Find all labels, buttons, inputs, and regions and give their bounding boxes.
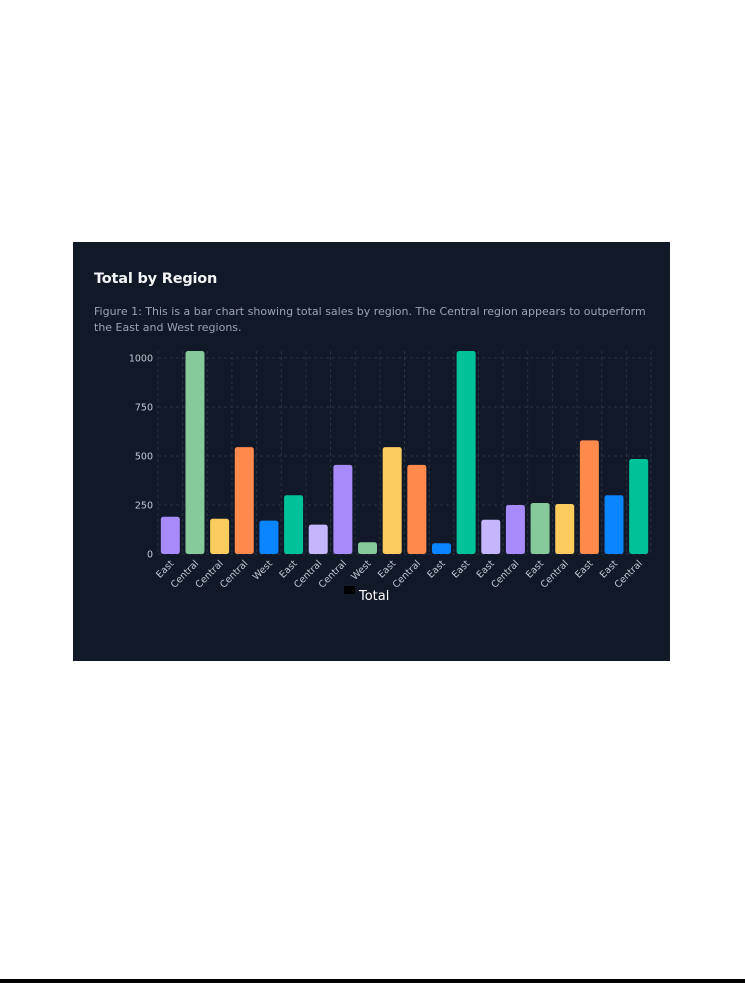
y-tick-label: 750 xyxy=(135,403,153,414)
x-tick-label: Central xyxy=(391,558,423,590)
bar xyxy=(505,505,525,554)
x-tick-label: Central xyxy=(489,558,521,590)
bar xyxy=(530,503,550,554)
legend-swatch xyxy=(344,586,355,594)
bar xyxy=(185,351,205,554)
x-tick-label: East xyxy=(573,558,595,580)
bar xyxy=(555,504,575,554)
bar xyxy=(284,495,304,554)
legend-label: Total xyxy=(358,589,389,604)
y-tick-label: 0 xyxy=(147,550,153,561)
bar xyxy=(579,440,599,554)
x-tick-label: West xyxy=(349,558,373,582)
bar xyxy=(333,464,353,554)
bar xyxy=(456,351,476,554)
bar xyxy=(407,464,427,554)
y-tick-label: 250 xyxy=(135,501,153,512)
bar xyxy=(160,516,180,554)
page-bottom-border xyxy=(0,979,745,983)
x-tick-label: East xyxy=(450,558,472,580)
y-tick-label: 1000 xyxy=(129,354,153,365)
x-tick-label: West xyxy=(251,558,275,582)
y-tick-label: 500 xyxy=(135,452,153,463)
chart-description: Figure 1: This is a bar chart showing to… xyxy=(94,305,646,334)
chart-title: Total by Region xyxy=(94,271,218,287)
x-tick-label: East xyxy=(425,558,447,580)
x-tick-label: Central xyxy=(218,558,250,590)
bar xyxy=(358,542,378,554)
bar xyxy=(431,543,451,554)
x-tick-label: Central xyxy=(317,558,349,590)
bar xyxy=(481,519,501,554)
bar xyxy=(234,447,254,554)
chart-card: Total by Region Figure 1: This is a bar … xyxy=(73,242,670,661)
bar xyxy=(629,458,649,554)
x-tick-label: Central xyxy=(613,558,645,590)
bar xyxy=(308,524,328,554)
bar xyxy=(382,447,402,554)
x-tick-label: Central xyxy=(539,558,571,590)
bar xyxy=(259,520,279,554)
bar xyxy=(604,495,624,554)
bar xyxy=(210,518,230,554)
